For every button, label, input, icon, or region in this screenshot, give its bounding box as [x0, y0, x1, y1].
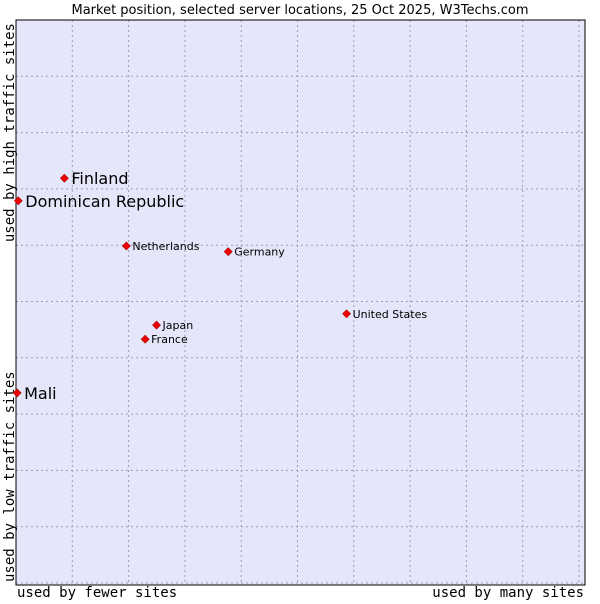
marker-mali: [12, 388, 22, 398]
marker-finland: [59, 173, 69, 183]
x-axis-label-left: used by fewer sites: [17, 585, 177, 600]
y-axis-label-top: used by high traffic sites: [2, 23, 18, 242]
marker-france: [140, 334, 150, 344]
point-label-netherlands: Netherlands: [132, 240, 199, 253]
data-point-netherlands: Netherlands: [121, 240, 200, 253]
point-label-dominican-republic: Dominican Republic: [25, 192, 184, 211]
data-point-united-states: United States: [342, 308, 428, 321]
marker-united-states: [342, 309, 352, 319]
plot-border: [15, 19, 586, 586]
marker-dominican-republic: [13, 196, 23, 206]
x-axis-label-right: used by many sites: [432, 585, 584, 600]
grid-layer: [16, 20, 585, 585]
point-label-mali: Mali: [24, 384, 57, 403]
data-point-mali: Mali: [12, 384, 57, 403]
plot-area: [16, 20, 585, 585]
point-label-japan: Japan: [162, 319, 194, 332]
data-point-finland: Finland: [59, 169, 129, 188]
point-label-france: France: [151, 333, 188, 346]
point-label-finland: Finland: [71, 169, 128, 188]
point-label-united-states: United States: [353, 308, 428, 321]
y-axis-label-bottom: used by low traffic sites: [2, 371, 18, 582]
chart-title: Market position, selected server locatio…: [71, 3, 528, 18]
data-point-japan: Japan: [152, 319, 194, 332]
marker-germany: [223, 247, 233, 257]
point-label-germany: Germany: [234, 246, 285, 259]
data-point-germany: Germany: [223, 246, 285, 259]
marker-netherlands: [121, 241, 131, 251]
data-point-france: France: [140, 333, 188, 346]
marker-japan: [152, 320, 161, 330]
points-layer: Finland Dominican Republic Mali Netherlands…: [12, 169, 428, 403]
data-point-dominican-republic: Dominican Republic: [13, 192, 184, 211]
